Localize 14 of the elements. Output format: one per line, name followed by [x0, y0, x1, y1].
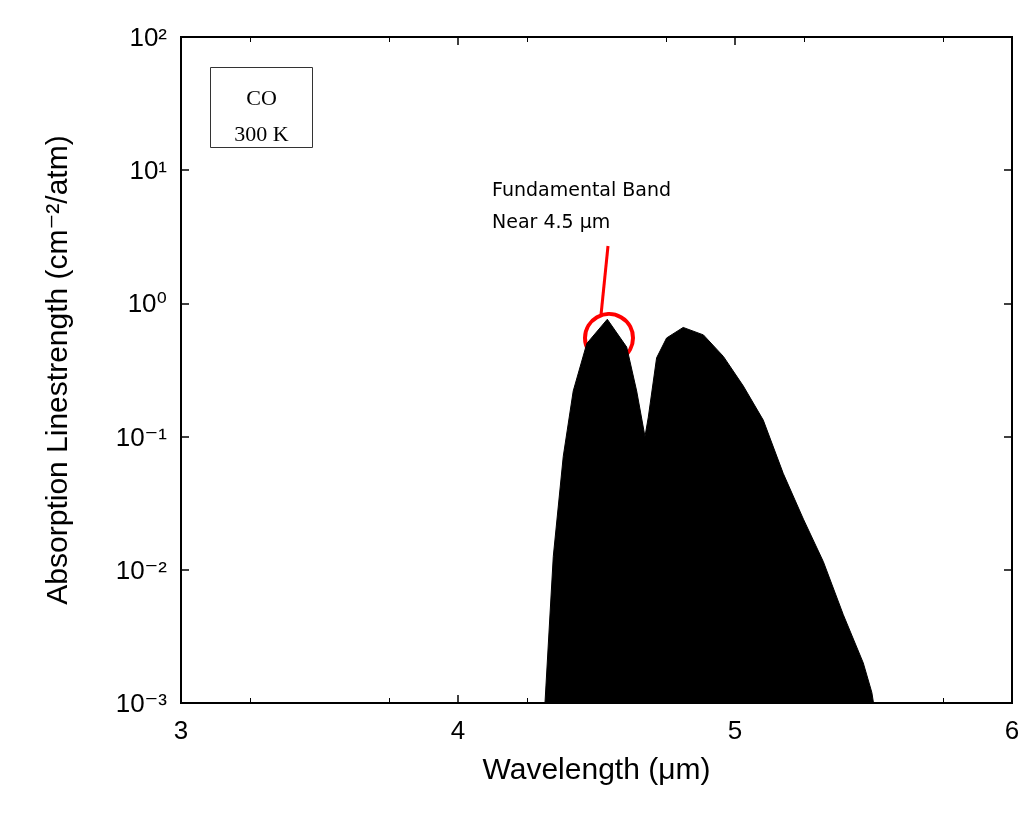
x-tick-label: 5: [727, 715, 743, 745]
x-tick-label: 3: [173, 715, 189, 745]
y-tick-label: 10¹: [129, 155, 168, 186]
annotation: Fundamental Band Near 4.5 μm: [492, 178, 672, 232]
x-axis-title: Wavelength (μm): [482, 751, 711, 785]
y-tick-label: 10⁻²: [115, 554, 168, 585]
x-tick-label: 6: [1004, 715, 1020, 745]
annotation: CO 300 K: [234, 85, 289, 146]
y-axis-title: Absorption Linestrength (cm⁻²/atm): [39, 135, 73, 605]
y-tick-label: 10⁰: [127, 288, 167, 319]
y-tick-label: 10⁻¹: [115, 421, 168, 452]
y-tick-label: 10⁻³: [115, 688, 168, 718]
x-tick-label: 4: [450, 715, 466, 745]
y-tick-label: 10²: [129, 22, 168, 52]
